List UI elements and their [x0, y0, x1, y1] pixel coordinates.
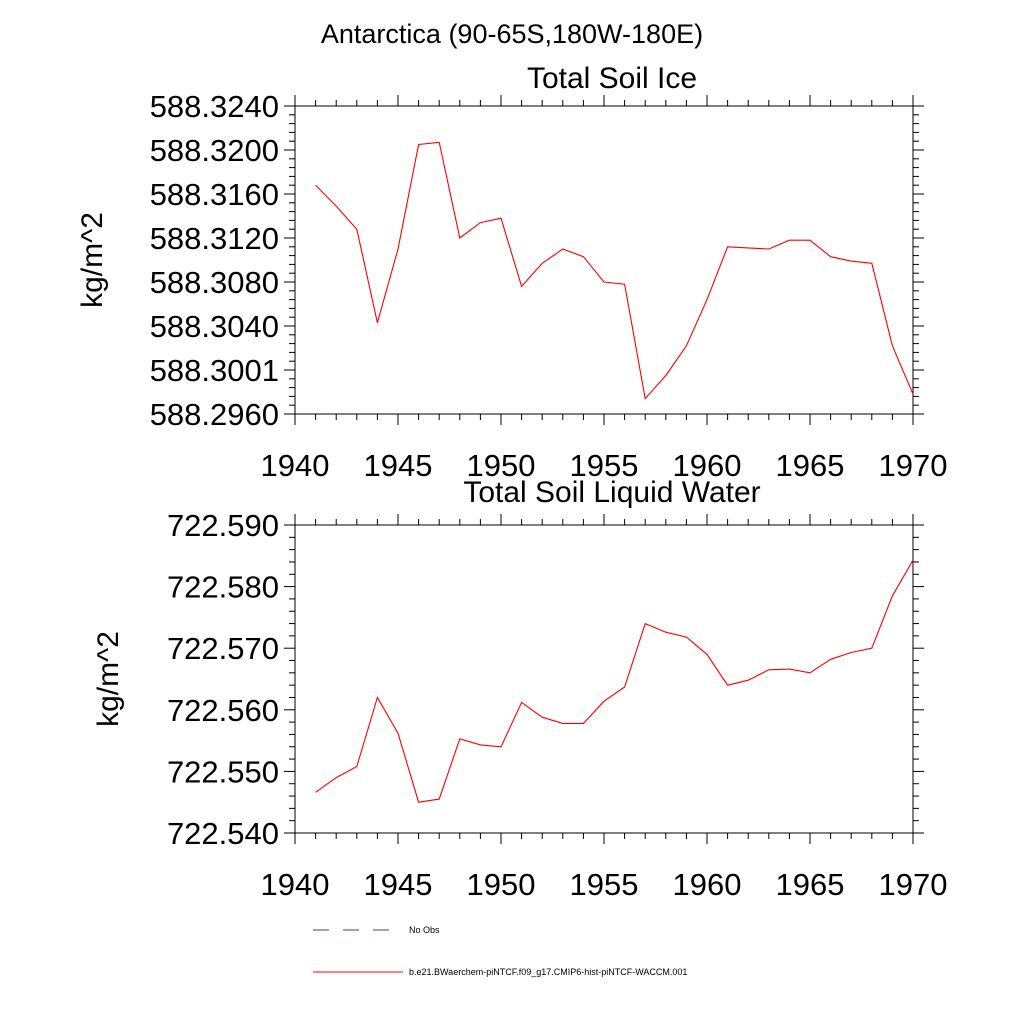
x-tick-label: 1965 [776, 448, 845, 483]
x-tick-label: 1945 [364, 448, 433, 483]
legend: No Obs b.e21.BWaerchem-piNTCF.f09_g17.CMI… [313, 925, 687, 977]
chart-title: Total Soil Liquid Water [463, 476, 760, 509]
chart-title: Total Soil Ice [527, 62, 697, 95]
x-tick-label: 1955 [570, 867, 639, 902]
y-axis-label: kg/m^2 [92, 631, 125, 727]
plot-frame [294, 105, 914, 415]
y-axis-label: kg/m^2 [76, 212, 109, 308]
x-tick-label: 1970 [879, 448, 948, 483]
y-tick-label: 588.3040 [150, 309, 279, 344]
x-tick-label: 1945 [364, 867, 433, 902]
y-tick-label: 722.550 [167, 754, 279, 789]
y-tick-label: 722.570 [167, 631, 279, 666]
x-tick-label: 1940 [261, 867, 330, 902]
y-tick-label: 722.540 [167, 816, 279, 851]
y-tick-label: 588.3120 [150, 221, 279, 256]
chart-total-soil-ice: Total Soil Ice 1940 1945 1950 1955 1960 1965 19… [76, 62, 947, 483]
y-tick-label: 588.3080 [150, 265, 279, 300]
y-tick-label: 722.580 [167, 570, 279, 605]
series-line [315, 559, 914, 803]
x-tick-label: 1965 [776, 867, 845, 902]
y-tick-label: 588.3200 [150, 133, 279, 168]
x-tick-label: 1960 [673, 867, 742, 902]
y-tick-label: 588.3001 [150, 353, 279, 388]
x-tick-label: 1950 [467, 448, 536, 483]
series-line [315, 141, 914, 400]
y-tick-label: 588.2960 [150, 397, 279, 432]
x-tick-label: 1950 [467, 867, 536, 902]
y-tick-label: 588.3160 [150, 177, 279, 212]
x-tick-label: 1960 [673, 448, 742, 483]
legend-label: b.e21.BWaerchem-piNTCF.f09_g17.CMIP6-his… [409, 967, 687, 977]
plot-frame [294, 524, 914, 834]
chart-total-soil-liquid-water: Total Soil Liquid Water 1940 1945 1950 1955 1… [92, 476, 947, 902]
x-tick-label: 1970 [879, 867, 948, 902]
y-tick-label: 722.560 [167, 693, 279, 728]
x-tick-label: 1955 [570, 448, 639, 483]
y-tick-label: 588.3240 [150, 89, 279, 124]
legend-label: No Obs [409, 925, 440, 935]
x-tick-label: 1940 [261, 448, 330, 483]
y-tick-label: 722.590 [167, 508, 279, 543]
figure-title: Antarctica (90-65S,180W-180E) [321, 19, 703, 49]
